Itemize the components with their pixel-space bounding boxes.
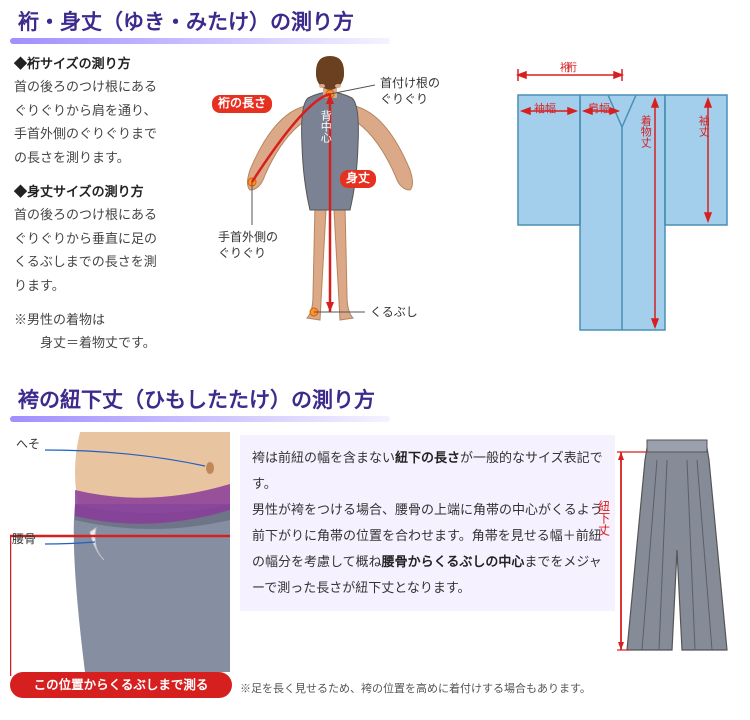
section1-title-wrap: 裄・身丈（ゆき・みたけ）の測り方 [10, 2, 390, 44]
yuki-body: 首の後ろのつけ根にあるぐりぐりから肩を通り、手首外側のぐりぐりまでの長さを測りま… [14, 75, 169, 169]
section2-footnote: ※足を長く見せるため、袴の位置を高めに着付けする場合もあります。 [240, 680, 591, 696]
section1-title: 裄・身丈（ゆき・みたけ）の測り方 [10, 2, 390, 38]
yuki-text-block: ◆裄サイズの測り方 首の後ろのつけ根にあるぐりぐりから肩を通り、手首外側のぐりぐ… [14, 52, 169, 169]
section2-paragraph: 袴は前紐の幅を含まない紐下の長さが一般的なサイズ表記です。男性が袴をつける場合、… [240, 435, 615, 611]
label-mitake: 身丈 [340, 170, 376, 188]
mitake-heading: ◆身丈サイズの測り方 [14, 180, 169, 203]
dim-kimonotake: 着物丈 [638, 115, 652, 148]
label-neck-root: 首付け根の ぐりぐり [380, 76, 440, 107]
section2-title: 袴の紐下丈（ひもしたたけ）の測り方 [10, 380, 390, 416]
dim-sodetake: 袖丈 [696, 115, 710, 137]
dim-yuki-text: 裄 [560, 61, 571, 75]
label-ankle: くるぶし [370, 305, 418, 321]
dim-himoshita: 紐下丈 [595, 500, 611, 536]
mitake-text-block: ◆身丈サイズの測り方 首の後ろのつけ根にあるぐりぐりから垂直に足のくるぶしまでの… [14, 180, 169, 297]
label-back-center: 背中心 [318, 110, 332, 143]
section2-underline [10, 416, 390, 422]
red-note-bar: この位置からくるぶしまで測る [10, 672, 232, 698]
section1-note: ※男性の着物は 身丈＝着物丈です。 [14, 308, 184, 355]
label-wrist: 手首外側の ぐりぐり [218, 230, 278, 261]
label-heso: へそ [16, 437, 40, 453]
kimono-diagram: 裄 袖幅 肩幅 着物丈 袖丈 裄 [510, 55, 735, 340]
dim-katahaba: 肩幅 [588, 102, 610, 116]
mitake-body: 首の後ろのつけ根にあるぐりぐりから垂直に足のくるぶしまでの長さを測ります。 [14, 203, 169, 297]
waist-figure: へそ 腰骨 [10, 432, 230, 692]
hakama-diagram: 紐下丈 [617, 430, 737, 650]
yuki-heading: ◆裄サイズの測り方 [14, 52, 169, 75]
section2-title-wrap: 袴の紐下丈（ひもしたたけ）の測り方 [10, 380, 390, 422]
label-yuki-length: 裄の長さ [212, 95, 272, 113]
label-koshibone: 腰骨 [12, 532, 36, 548]
section1-underline [10, 38, 390, 44]
dim-sodehaba: 袖幅 [534, 102, 556, 116]
body-figure: 裄の長さ 背中心 身丈 首付け根の ぐりぐり 手首外側の ぐりぐり くるぶし [230, 50, 430, 360]
